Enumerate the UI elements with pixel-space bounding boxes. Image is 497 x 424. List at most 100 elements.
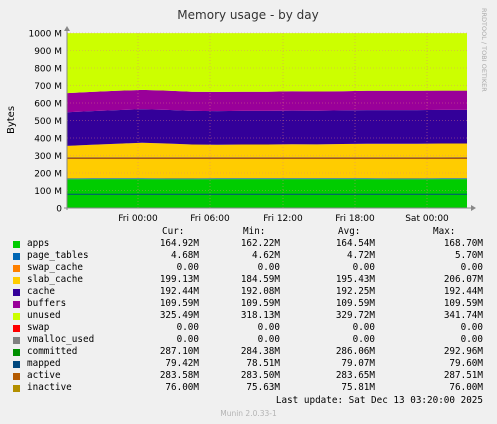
legend-label: unused <box>27 310 61 321</box>
y-tick-label: 0 <box>56 205 62 215</box>
legend-avg-value: 164.54M <box>335 238 375 249</box>
legend-min-value: 283.50M <box>240 370 280 381</box>
legend-row-active: active 283.58M 283.50M 283.65M 287.51M <box>0 370 497 382</box>
legend-row-cache: cache 192.44M 192.08M 192.25M 192.44M <box>0 286 497 298</box>
y-tick-label: 900 M <box>34 47 62 57</box>
area-apps <box>67 179 467 208</box>
legend-min-value: 162.22M <box>240 238 280 249</box>
legend-label: mapped <box>27 358 61 369</box>
legend-cur-value: 0.00 <box>176 262 199 273</box>
legend-cur-value: 79.42M <box>165 358 199 369</box>
y-tick-label: 100 M <box>34 187 62 197</box>
legend-avg-value: 109.59M <box>335 298 375 309</box>
x-tick-label: Fri 18:00 <box>335 214 375 224</box>
x-tick-label: Fri 00:00 <box>118 214 158 224</box>
legend-max-value: 292.96M <box>443 346 483 357</box>
legend-label: inactive <box>27 382 72 393</box>
legend-min-value: 284.38M <box>240 346 280 357</box>
area-slab-cache <box>67 142 467 179</box>
legend-min-value: 0.00 <box>257 322 280 333</box>
legend-row-committed: committed 287.10M 284.38M 286.06M 292.96M <box>0 346 497 358</box>
legend-row-unused: unused 325.49M 318.13M 329.72M 341.74M <box>0 310 497 322</box>
legend-row-slab-cache: slab_cache 199.13M 184.59M 195.43M 206.07M <box>0 274 497 286</box>
legend-max-value: 287.51M <box>443 370 483 381</box>
legend-swatch <box>13 373 20 380</box>
legend-row-inactive: inactive 76.00M 75.63M 75.81M 76.00M <box>0 382 497 394</box>
header-max: Max: <box>433 226 456 237</box>
legend-label: apps <box>27 238 50 249</box>
legend-swatch <box>13 265 20 272</box>
legend-swatch <box>13 253 20 260</box>
legend-max-value: 341.74M <box>443 310 483 321</box>
legend-max-value: 168.70M <box>443 238 483 249</box>
rrdtool-label: RRDTOOL / TOBI OETIKER <box>480 8 488 92</box>
legend-row-mapped: mapped 79.42M 78.51M 79.07M 79.60M <box>0 358 497 370</box>
munin-version: Munin 2.0.33-1 <box>220 409 277 418</box>
legend-label: page_tables <box>27 250 89 261</box>
legend-min-value: 184.59M <box>240 274 280 285</box>
legend-cur-value: 76.00M <box>165 382 199 393</box>
header-cur: Cur: <box>162 226 185 237</box>
legend-label: buffers <box>27 298 67 309</box>
legend-avg-value: 195.43M <box>335 274 375 285</box>
legend-avg-value: 4.72M <box>347 250 375 261</box>
legend-row-buffers: buffers 109.59M 109.59M 109.59M 109.59M <box>0 298 497 310</box>
legend-min-value: 0.00 <box>257 262 280 273</box>
legend-cur-value: 283.58M <box>159 370 199 381</box>
legend-label: committed <box>27 346 78 357</box>
last-update: Last update: Sat Dec 13 03:20:00 2025 <box>275 395 483 406</box>
legend-label: cache <box>27 286 55 297</box>
legend-swatch <box>13 301 20 308</box>
y-axis-label: Bytes <box>6 106 17 134</box>
legend-max-value: 79.60M <box>449 358 483 369</box>
legend-cur-value: 287.10M <box>159 346 199 357</box>
legend-row-vmalloc-used: vmalloc_used 0.00 0.00 0.00 0.00 <box>0 334 497 346</box>
legend-cur-value: 199.13M <box>159 274 199 285</box>
legend-max-value: 5.70M <box>455 250 483 261</box>
legend-max-value: 192.44M <box>443 286 483 297</box>
legend-avg-value: 286.06M <box>335 346 375 357</box>
legend-min-value: 75.63M <box>246 382 280 393</box>
legend-avg-value: 192.25M <box>335 286 375 297</box>
legend-swatch <box>13 325 20 332</box>
legend-avg-value: 75.81M <box>341 382 375 393</box>
y-tick-label: 1000 M <box>28 30 62 40</box>
y-tick-label: 800 M <box>34 65 62 75</box>
y-tick-label: 700 M <box>34 82 62 92</box>
legend-max-value: 206.07M <box>443 274 483 285</box>
legend-max-value: 0.00 <box>460 334 483 345</box>
legend-cur-value: 192.44M <box>159 286 199 297</box>
legend-label: active <box>27 370 61 381</box>
rrdtool-watermark: RRDTOOL / TOBI OETIKER <box>480 8 488 92</box>
y-tick-label: 200 M <box>34 170 62 180</box>
legend-swatch <box>13 349 20 356</box>
legend-header: Cur: Min: Avg: Max: <box>0 226 497 238</box>
legend-max-value: 109.59M <box>443 298 483 309</box>
legend-row-swap: swap 0.00 0.00 0.00 0.00 <box>0 322 497 334</box>
legend-cur-value: 325.49M <box>159 310 199 321</box>
legend-swatch <box>13 313 20 320</box>
x-tick-label: Fri 12:00 <box>263 214 303 224</box>
legend-swatch <box>13 337 20 344</box>
y-tick-label: 400 M <box>34 135 62 145</box>
x-tick-label: Sat 00:00 <box>405 214 449 224</box>
legend-cur-value: 4.68M <box>171 250 199 261</box>
legend-avg-value: 79.07M <box>341 358 375 369</box>
area-cache <box>67 109 467 146</box>
legend-min-value: 109.59M <box>240 298 280 309</box>
x-tick-label: Fri 06:00 <box>190 214 230 224</box>
legend-min-value: 78.51M <box>246 358 280 369</box>
y-tick-label: 600 M <box>34 100 62 110</box>
chart-title: Memory usage - by day <box>177 8 318 22</box>
legend-max-value: 76.00M <box>449 382 483 393</box>
header-min: Min: <box>243 226 266 237</box>
legend-row-apps: apps 164.92M 162.22M 164.54M 168.70M <box>0 238 497 250</box>
legend-min-value: 4.62M <box>252 250 280 261</box>
legend-max-value: 0.00 <box>460 262 483 273</box>
x-axis-arrow <box>471 205 476 211</box>
header-avg: Avg: <box>338 226 361 237</box>
legend-min-value: 318.13M <box>240 310 280 321</box>
y-tick-label: 300 M <box>34 152 62 162</box>
legend-cur-value: 0.00 <box>176 322 199 333</box>
legend-label: vmalloc_used <box>27 334 95 345</box>
